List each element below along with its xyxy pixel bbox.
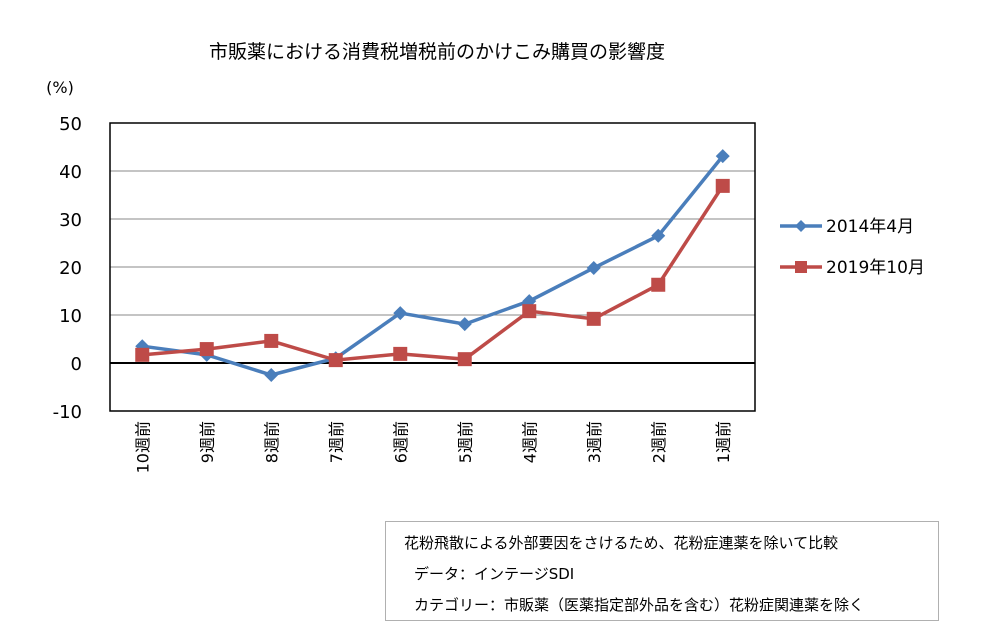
data-point (264, 333, 279, 348)
data-point (264, 368, 279, 382)
data-point (135, 347, 150, 362)
data-point (393, 306, 408, 321)
x-tick-label: 8週前 (262, 421, 281, 463)
note-line-1: 花粉飛散による外部要因をさけるため、花粉症連薬を除いて比較 (404, 534, 839, 552)
x-tick-label: 6週前 (391, 421, 410, 463)
note-line-3: カテゴリー：市販薬（医薬指定部外品を含む）花粉症関連薬を除く (414, 596, 865, 614)
x-tick-label: 10週前 (133, 421, 152, 473)
legend-label: 2014年4月 (826, 217, 914, 237)
y-tick-label: 0 (71, 354, 82, 375)
series-line-0 (142, 155, 725, 377)
y-tick-label: -10 (53, 402, 82, 423)
data-point (651, 228, 666, 243)
y-tick-label: 30 (59, 210, 82, 231)
data-point (715, 178, 730, 193)
x-tick-label: 4週前 (520, 421, 539, 463)
data-point (199, 342, 214, 357)
y-tick-label: 40 (59, 162, 82, 183)
x-tick-label: 5週前 (456, 421, 475, 463)
data-point (457, 352, 472, 367)
data-point (651, 277, 666, 292)
y-tick-label: 50 (59, 114, 82, 135)
series-line-1 (142, 184, 725, 362)
chart-title: 市販薬における消費税増税前のかけこみ購買の影響度 (209, 41, 665, 63)
y-tick-label: 10 (59, 306, 82, 327)
data-point (328, 353, 343, 368)
x-tick-label: 7週前 (327, 421, 346, 463)
data-point (522, 304, 537, 319)
data-point (393, 346, 408, 361)
legend-marker (795, 220, 807, 232)
legend-label: 2019年10月 (826, 258, 925, 278)
data-point (457, 317, 472, 332)
data-point (586, 311, 601, 326)
plot-area (109, 122, 756, 412)
chart-note-box: 花粉飛散による外部要因をさけるため、花粉症連薬を除いて比較 データ：インテージS… (385, 521, 939, 621)
x-tick-label: 9週前 (198, 421, 217, 463)
y-tick-label: 20 (59, 258, 82, 279)
x-tick-label: 2週前 (649, 421, 668, 463)
data-point (715, 149, 730, 164)
x-tick-label: 1週前 (714, 421, 733, 463)
note-line-2: データ：インテージSDI (414, 565, 575, 583)
legend-marker (795, 261, 807, 273)
data-point (586, 260, 601, 275)
y-axis-label: (%) (46, 78, 74, 97)
x-tick-label: 3週前 (585, 421, 604, 463)
